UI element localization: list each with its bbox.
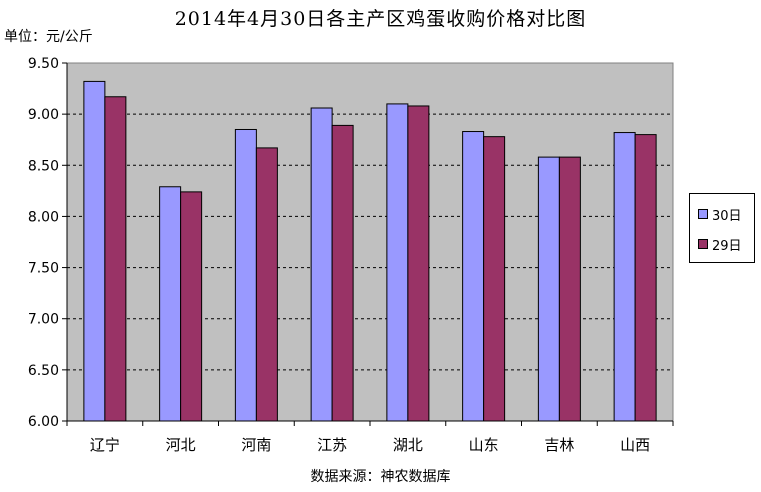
bar-江苏-29日 [331, 124, 354, 422]
bar-湖北-29日 [407, 105, 430, 422]
legend-swatch-29 [698, 239, 708, 249]
bar-辽宁-29日 [104, 96, 127, 422]
bar-吉林-29日 [558, 156, 581, 422]
axes: 6.00 6.50 7.00 7.50 8.00 8.50 9.00 9.50 辽宁 河北 河南 江苏… [28, 56, 674, 454]
legend-item-29: 29日 [698, 236, 742, 254]
x-tick-label: 山东 [469, 436, 499, 454]
legend-label-29: 29日 [712, 238, 742, 254]
bar-河北-30日 [159, 186, 182, 422]
bar-辽宁-30日 [83, 80, 106, 422]
y-tick-label: 6.00 [28, 414, 59, 430]
x-tick-label: 辽宁 [90, 436, 120, 454]
y-tick-label: 9.00 [28, 107, 59, 123]
bar-山东-30日 [462, 131, 485, 422]
x-tick-label: 江苏 [317, 436, 347, 454]
legend-item-30: 30日 [698, 206, 742, 224]
legend-swatch-30 [698, 209, 708, 219]
plot-area [66, 62, 674, 422]
bar-河南-29日 [255, 147, 278, 422]
y-tick-label: 9.50 [28, 56, 59, 72]
chart-title: 2014年4月30日各主产区鸡蛋收购价格对比图 [174, 8, 587, 30]
bar-山西-30日 [613, 132, 636, 422]
y-tick-label: 7.00 [28, 312, 59, 328]
bar-湖北-30日 [386, 103, 409, 422]
y-tick-label: 7.50 [28, 261, 59, 277]
y-tick-label: 6.50 [28, 363, 59, 379]
y-tick-label: 8.50 [28, 158, 59, 174]
bar-河南-30日 [234, 128, 257, 422]
legend: 30日 29日 [689, 193, 755, 263]
bars [83, 80, 657, 422]
x-tick-label: 河北 [166, 436, 196, 454]
bar-河北-29日 [180, 191, 203, 422]
bar-山西-29日 [634, 134, 657, 422]
source-label: 数据来源：神农数据库 [310, 469, 451, 485]
legend-label-30: 30日 [712, 208, 742, 224]
x-tick-label: 河南 [241, 436, 271, 454]
bar-吉林-30日 [537, 156, 560, 422]
y-tick-label: 8.00 [28, 209, 59, 225]
x-tick-label: 吉林 [544, 436, 574, 454]
x-tick-label: 山西 [620, 436, 650, 454]
bar-江苏-30日 [310, 107, 333, 422]
unit-label: 单位：元/公斤 [4, 29, 93, 45]
x-tick-label: 湖北 [393, 436, 423, 454]
bar-山东-29日 [483, 136, 506, 422]
